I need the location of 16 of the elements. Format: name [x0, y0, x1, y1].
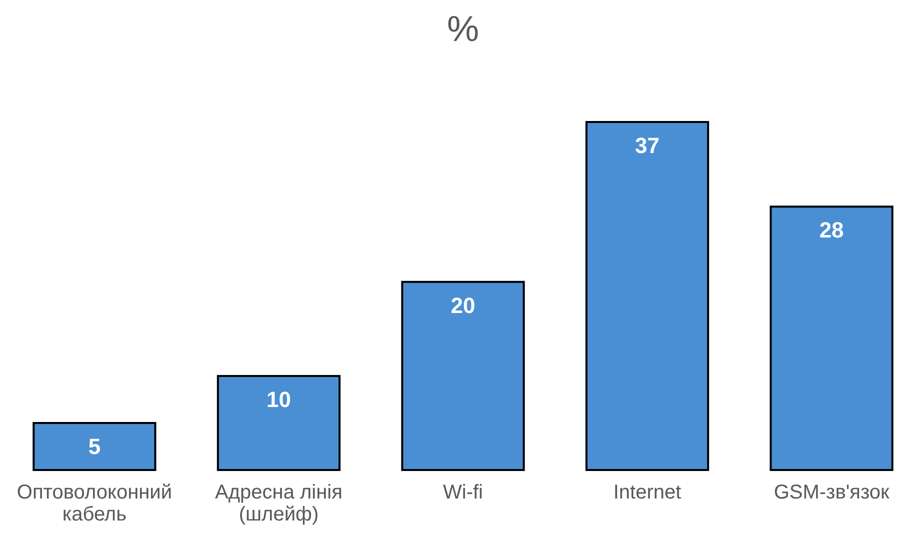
bar	[216, 374, 341, 471]
bar	[585, 121, 710, 471]
data-label: 37	[635, 133, 660, 158]
x-tick-label: Адресна лінія (шлейф)	[215, 482, 342, 526]
chart-title: %	[446, 8, 480, 49]
bar	[770, 206, 894, 471]
x-tick-label: GSM-зв'язок	[774, 482, 890, 504]
x-tick-label: Wi-fi	[443, 482, 483, 504]
x-tick-label: Internet	[613, 482, 682, 504]
bar	[401, 280, 525, 471]
data-label: 10	[266, 386, 291, 412]
data-label: 20	[450, 292, 476, 318]
data-label: 28	[819, 218, 844, 243]
x-tick-label: Оптоволоконний кабель	[16, 482, 172, 526]
bar	[32, 422, 156, 471]
data-label: 5	[88, 434, 101, 459]
